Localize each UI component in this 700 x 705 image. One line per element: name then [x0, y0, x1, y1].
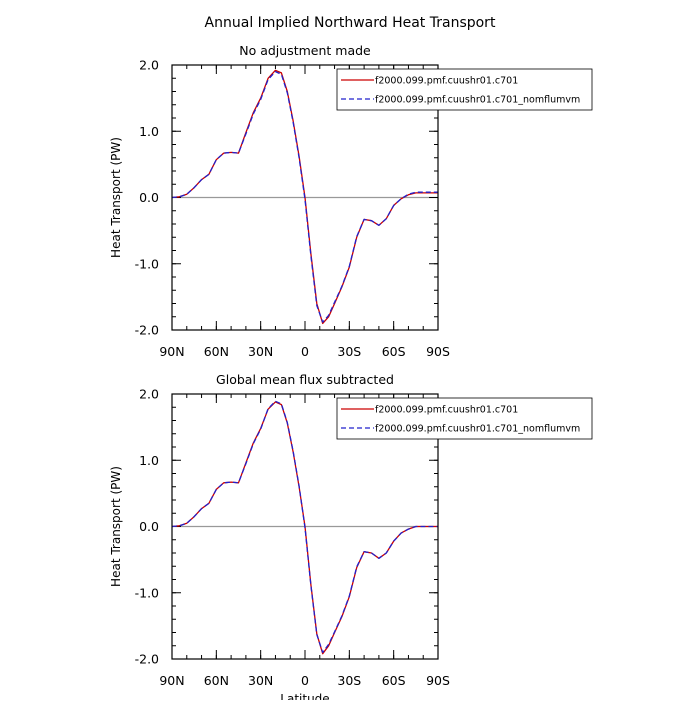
x-tick-label: 90N	[159, 673, 184, 688]
panel-2: Global mean flux subtracted 2.0 1.0 0.0 -1.0…	[109, 372, 593, 705]
legend-box	[336, 68, 593, 111]
y-tick-label: -1.0	[135, 256, 159, 271]
figure-title: Annual Implied Northward Heat Transport	[205, 15, 496, 31]
panel-subtitle: No adjustment made	[239, 43, 371, 58]
y-tick-label: -1.0	[135, 585, 159, 600]
x-tick-label: 30N	[248, 344, 273, 359]
x-tick-label: 30N	[248, 673, 273, 688]
y-tick-label: -2.0	[135, 652, 159, 667]
x-tick-label: 0	[301, 344, 309, 359]
y-tick-label: 1.0	[139, 453, 159, 468]
legend: f2000.099.pmf.cuushr01.c701 f2000.099.pmf…	[336, 68, 593, 111]
x-tick-label: 60N	[204, 344, 229, 359]
legend-label-1: f2000.099.pmf.cuushr01.c701	[375, 405, 518, 416]
y-tick-label: 0.0	[139, 519, 159, 534]
legend: f2000.099.pmf.cuushr01.c701 f2000.099.pmf…	[336, 397, 593, 440]
x-tick-label: 30S	[337, 673, 361, 688]
y-axis-label: Heat Transport (PW)	[109, 137, 123, 258]
x-axis-label: Latitude	[280, 692, 329, 700]
legend-label-1: f2000.099.pmf.cuushr01.c701	[375, 76, 518, 87]
x-tick-label: 60S	[382, 673, 406, 688]
y-tick-label: -2.0	[135, 323, 159, 338]
x-tick-label: 90S	[426, 673, 450, 688]
legend-box	[336, 397, 593, 440]
x-tick-label: 60N	[204, 673, 229, 688]
y-tick-label: 1.0	[139, 124, 159, 139]
x-tick-label: 30S	[337, 344, 361, 359]
series-line-2	[171, 70, 438, 323]
x-tick-label: 90S	[426, 344, 450, 359]
y-tick-label: 2.0	[139, 58, 159, 73]
x-tick-label: 60S	[382, 344, 406, 359]
y-tick-label: 2.0	[139, 387, 159, 402]
series-line-2	[171, 400, 438, 654]
plot-frame	[171, 393, 439, 660]
panel-subtitle: Global mean flux subtracted	[216, 372, 394, 387]
x-tick-label: 90N	[159, 344, 184, 359]
plot-frame	[171, 64, 439, 331]
legend-label-2: f2000.099.pmf.cuushr01.c701_nomflumvm	[375, 95, 580, 106]
y-axis-label: Heat Transport (PW)	[109, 466, 123, 587]
x-tick-label: 0	[301, 673, 309, 688]
y-tick-label: 0.0	[139, 190, 159, 205]
legend-label-2: f2000.099.pmf.cuushr01.c701_nomflumvm	[375, 424, 580, 435]
